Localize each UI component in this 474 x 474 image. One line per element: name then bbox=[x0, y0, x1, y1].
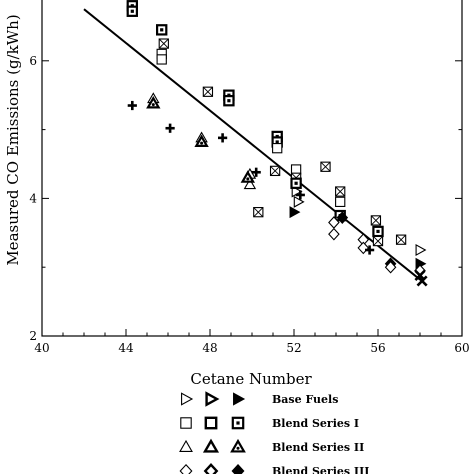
square-point bbox=[223, 95, 235, 107]
series-x bbox=[414, 269, 428, 287]
plus-point bbox=[365, 245, 375, 255]
square-point bbox=[372, 225, 384, 238]
square-point bbox=[335, 196, 346, 207]
x-tick-label: 56 bbox=[370, 341, 385, 355]
diamond-point bbox=[336, 211, 349, 224]
square-point bbox=[335, 186, 346, 197]
plus-point bbox=[218, 133, 228, 143]
legend-marker-square bbox=[180, 417, 192, 429]
square-point bbox=[290, 177, 302, 189]
y-axis-title: Measured CO Emissions (g/kWh) bbox=[4, 14, 22, 265]
legend-label: Blend Series III bbox=[272, 465, 369, 474]
plus-point bbox=[127, 100, 137, 111]
legend-marker-square bbox=[231, 416, 245, 430]
square-point bbox=[395, 234, 407, 245]
series-triangle-right bbox=[289, 185, 427, 270]
plus-point bbox=[251, 167, 261, 177]
square-point bbox=[126, 5, 138, 17]
plus-point bbox=[295, 190, 305, 200]
triangle-up-point bbox=[243, 178, 257, 190]
square-point bbox=[253, 207, 264, 218]
x-tick-label: 44 bbox=[118, 341, 134, 355]
legend-marker-triangle-right bbox=[233, 392, 246, 406]
legend-label: Blend Series II bbox=[272, 441, 364, 454]
series-plus bbox=[127, 100, 375, 255]
diamond-point bbox=[328, 227, 340, 241]
y-tick-label: 6 bbox=[29, 54, 37, 68]
y-tick-label: 2 bbox=[29, 329, 37, 343]
square-point bbox=[372, 235, 384, 247]
legend-marker-triangle-right bbox=[181, 392, 194, 406]
trendline bbox=[83, 8, 421, 281]
x-tick-label: 52 bbox=[286, 341, 301, 355]
diamond-point bbox=[384, 260, 397, 274]
legend-marker-triangle-right bbox=[205, 391, 220, 407]
diamond-point bbox=[357, 241, 370, 255]
square-point bbox=[269, 165, 281, 177]
plus-point bbox=[165, 123, 175, 133]
triangle-right-point bbox=[293, 195, 305, 208]
legend-marker-triangle-up bbox=[230, 438, 246, 453]
data-points bbox=[126, 0, 428, 287]
triangle-up-point bbox=[240, 170, 255, 183]
x-axis-title: Cetane Number bbox=[190, 370, 312, 388]
plot-frame bbox=[41, 0, 463, 337]
triangle-up-point bbox=[146, 95, 161, 109]
series-triangle-up bbox=[146, 92, 257, 190]
square-point bbox=[272, 143, 283, 154]
triangle-right-point bbox=[289, 206, 301, 219]
y-tick-label: 4 bbox=[29, 191, 37, 205]
x-tick-label: 60 bbox=[454, 341, 469, 355]
legend-label: Base Fuels bbox=[272, 393, 338, 406]
square-point bbox=[320, 161, 331, 172]
x-axis-ticks: 40 44 48 52 56 60 bbox=[34, 329, 470, 355]
legend: Base Fuels Blend Series I Blend Series II B… bbox=[179, 391, 369, 474]
legend-marker-diamond bbox=[179, 463, 193, 474]
series-square bbox=[126, 0, 407, 247]
square-point bbox=[202, 86, 214, 97]
trendline-group bbox=[83, 8, 421, 281]
legend-marker-diamond bbox=[203, 462, 219, 474]
legend-marker-triangle-up bbox=[179, 439, 193, 452]
plot-border bbox=[41, 0, 463, 337]
square-point bbox=[370, 215, 382, 226]
legend-marker-triangle-up bbox=[202, 438, 220, 453]
square-point bbox=[158, 38, 169, 49]
x-tick-label: 40 bbox=[34, 341, 49, 355]
triangle-right-point bbox=[415, 244, 427, 256]
legend-marker-diamond bbox=[231, 463, 245, 474]
triangle-up-point bbox=[194, 134, 209, 147]
legend-label: Blend Series I bbox=[272, 417, 359, 430]
square-point bbox=[156, 54, 167, 65]
x-tick-label: 48 bbox=[202, 341, 217, 355]
legend-marker-square bbox=[204, 416, 218, 430]
x-point bbox=[416, 275, 428, 287]
square-point bbox=[156, 24, 168, 36]
y-axis-ticks: 2 4 6 bbox=[29, 54, 462, 343]
